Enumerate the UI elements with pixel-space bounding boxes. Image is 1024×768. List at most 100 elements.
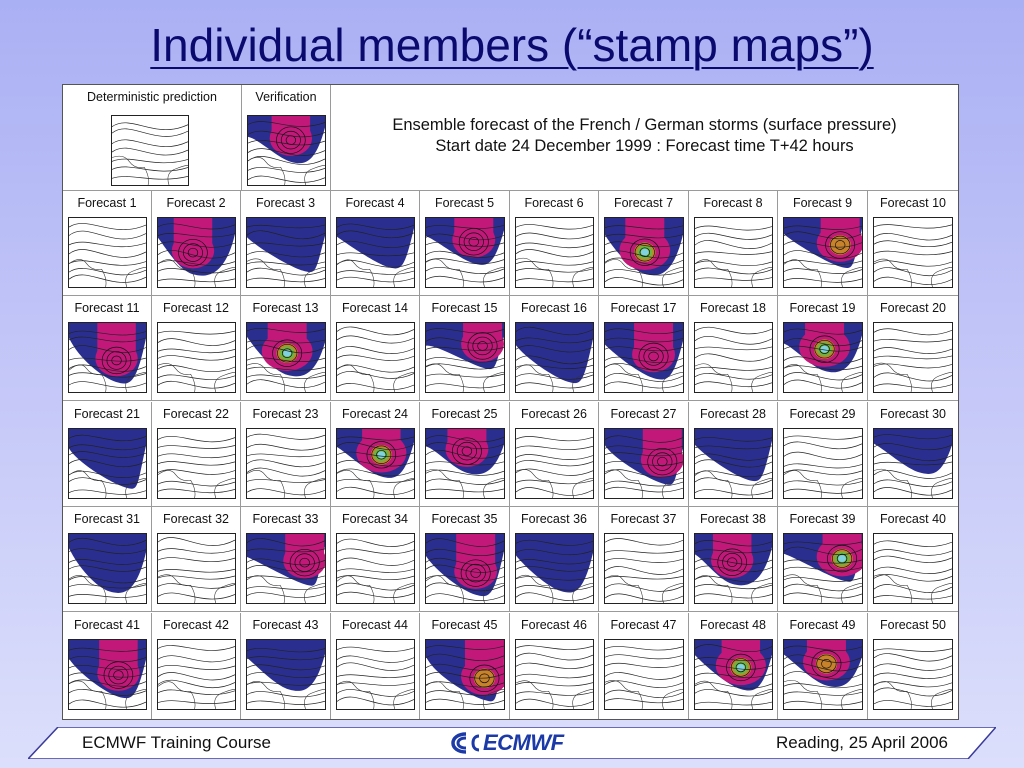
- forecast-cell: Forecast 30: [868, 402, 958, 507]
- forecast-stamp-map: [783, 639, 863, 710]
- forecast-stamp-map: [68, 322, 147, 393]
- forecast-cell: Forecast 24: [331, 402, 420, 507]
- forecast-stamp-map: [425, 322, 505, 393]
- forecast-stamp-map: [425, 639, 505, 710]
- forecast-stamp-map: [157, 322, 236, 393]
- pressure-map-graphic: [516, 323, 593, 392]
- forecast-cell: Forecast 43: [241, 613, 331, 719]
- deterministic-stamp-map: [111, 115, 189, 186]
- forecast-label: Forecast 36: [520, 512, 587, 526]
- forecast-label: Forecast 8: [703, 196, 763, 210]
- pressure-map-graphic: [426, 429, 504, 498]
- forecast-cell: Forecast 22: [152, 402, 241, 507]
- forecast-stamp-map: [68, 533, 147, 604]
- stamp-map-grid: Deterministic prediction Verification En…: [62, 84, 959, 720]
- forecast-label: Forecast 35: [431, 512, 498, 526]
- forecast-label: Forecast 50: [879, 618, 946, 632]
- forecast-stamp-map: [68, 217, 147, 288]
- forecast-cell: Forecast 47: [599, 613, 689, 719]
- header-text-cell: [331, 85, 958, 191]
- forecast-stamp-map: [873, 322, 953, 393]
- pressure-map-graphic: [247, 433, 325, 498]
- forecast-stamp-map: [246, 533, 326, 604]
- forecast-cell: Forecast 15: [420, 296, 510, 401]
- ecmwf-logo-text: ECMWF: [483, 730, 564, 755]
- pressure-map-graphic: [158, 330, 235, 392]
- forecast-stamp-map: [783, 322, 863, 393]
- forecast-label: Forecast 6: [524, 196, 584, 210]
- forecast-cell: Forecast 8: [689, 191, 778, 296]
- forecast-stamp-map: [425, 217, 505, 288]
- pressure-map-graphic: [158, 218, 235, 287]
- forecast-label: Forecast 7: [613, 196, 674, 210]
- pressure-map-graphic: [426, 534, 504, 603]
- forecast-label: Forecast 32: [162, 512, 229, 526]
- forecast-stamp-map: [873, 217, 953, 288]
- footer-course: ECMWF Training Course: [82, 733, 271, 752]
- pressure-map-graphic: [784, 640, 862, 709]
- pressure-map-graphic: [337, 538, 414, 603]
- forecast-label: Forecast 43: [252, 618, 319, 632]
- forecast-stamp-map: [336, 428, 415, 499]
- pressure-map-graphic: [158, 537, 235, 603]
- forecast-stamp-map: [694, 639, 773, 710]
- forecast-stamp-map: [515, 533, 594, 604]
- pressure-map-graphic: [695, 326, 772, 392]
- forecast-label: Forecast 21: [73, 407, 140, 421]
- forecast-label: Forecast 5: [434, 196, 495, 210]
- forecast-cell: Forecast 5: [420, 191, 510, 296]
- forecast-stamp-map: [873, 428, 953, 499]
- pressure-map-graphic: [695, 640, 772, 709]
- footer-date: Reading, 25 April 2006: [775, 733, 948, 752]
- pressure-map-graphic: [248, 116, 325, 185]
- forecast-cell: Forecast 37: [599, 507, 689, 612]
- forecast-stamp-map: [783, 533, 863, 604]
- forecast-stamp-map: [336, 639, 415, 710]
- pressure-map-graphic: [69, 323, 146, 392]
- forecast-cell: Forecast 40: [868, 507, 958, 612]
- forecast-stamp-map: [157, 428, 236, 499]
- forecast-cell: Forecast 2: [152, 191, 241, 296]
- forecast-label: Forecast 45: [431, 618, 498, 632]
- pressure-map-graphic: [247, 534, 325, 603]
- forecast-label: Forecast 34: [341, 512, 408, 526]
- pressure-map-graphic: [426, 218, 504, 287]
- forecast-cell: Forecast 39: [778, 507, 868, 612]
- pressure-map-graphic: [69, 534, 146, 603]
- forecast-label: Forecast 39: [789, 512, 856, 526]
- forecast-stamp-map: [515, 217, 594, 288]
- pressure-map-graphic: [247, 218, 325, 287]
- forecast-stamp-map: [68, 428, 147, 499]
- forecast-label: Forecast 17: [610, 301, 677, 315]
- pressure-map-graphic: [874, 429, 952, 498]
- forecast-label: Forecast 44: [341, 618, 408, 632]
- forecast-label: Forecast 1: [77, 196, 137, 210]
- forecast-cell: Forecast 19: [778, 296, 868, 401]
- forecast-stamp-map: [157, 533, 236, 604]
- forecast-cell: Forecast 7: [599, 191, 689, 296]
- deterministic-label: Deterministic prediction: [87, 90, 217, 104]
- forecast-label: Forecast 15: [431, 301, 498, 315]
- forecast-stamp-map: [515, 428, 594, 499]
- pressure-map-graphic: [337, 429, 414, 498]
- forecast-label: Forecast 20: [879, 301, 946, 315]
- pressure-map-graphic: [874, 540, 952, 603]
- forecast-label: Forecast 30: [879, 407, 946, 421]
- pressure-map-graphic: [695, 225, 772, 287]
- pressure-map-graphic: [605, 538, 683, 603]
- forecast-cell: Forecast 34: [331, 507, 420, 612]
- forecast-stamp-map: [604, 533, 684, 604]
- forecast-label: Forecast 31: [73, 512, 140, 526]
- forecast-stamp-map: [157, 217, 236, 288]
- pressure-map-graphic: [784, 323, 862, 392]
- forecast-cell: Forecast 11: [63, 296, 152, 401]
- pressure-map-graphic: [337, 646, 414, 709]
- pressure-map-graphic: [69, 429, 146, 498]
- forecast-stamp-map: [336, 322, 415, 393]
- slide-title: Individual members (“stamp maps”): [150, 19, 874, 71]
- forecast-cell: Forecast 16: [510, 296, 599, 401]
- forecast-stamp-map: [873, 533, 953, 604]
- forecast-cell: Forecast 32: [152, 507, 241, 612]
- pressure-map-graphic: [695, 429, 772, 498]
- forecast-cell: Forecast 9: [778, 191, 868, 296]
